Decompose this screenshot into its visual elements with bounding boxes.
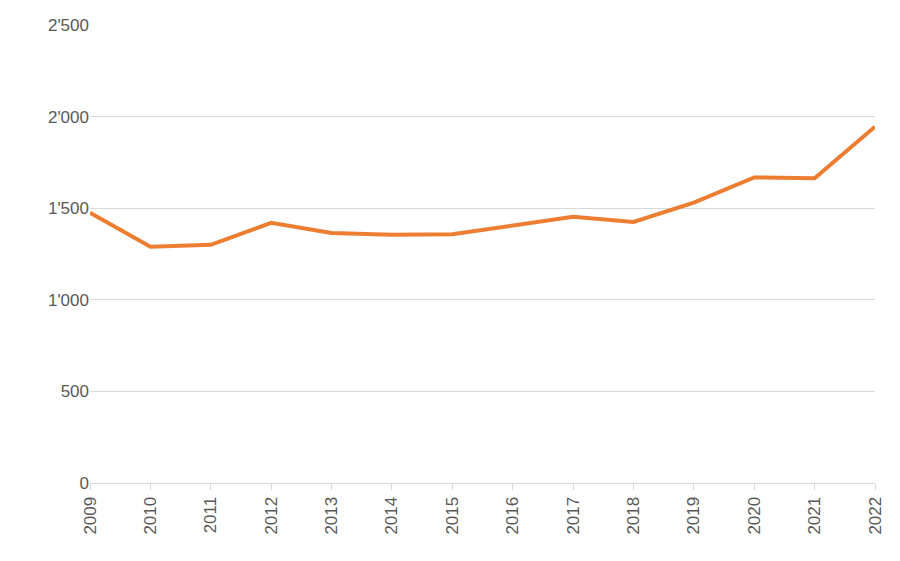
- svg-text:1'000: 1'000: [48, 291, 89, 310]
- svg-text:2018: 2018: [624, 497, 643, 535]
- svg-text:2015: 2015: [443, 497, 462, 535]
- svg-text:2019: 2019: [684, 497, 703, 535]
- svg-text:2017: 2017: [564, 497, 583, 535]
- svg-text:2010: 2010: [141, 497, 160, 535]
- svg-text:2012: 2012: [262, 497, 281, 535]
- svg-text:2013: 2013: [322, 497, 341, 535]
- svg-text:0: 0: [80, 474, 89, 493]
- svg-text:2020: 2020: [745, 497, 764, 535]
- svg-text:2021: 2021: [805, 497, 824, 535]
- svg-text:2022: 2022: [866, 497, 885, 535]
- svg-text:2009: 2009: [81, 497, 100, 535]
- svg-text:2'000: 2'000: [48, 108, 89, 127]
- svg-text:2014: 2014: [382, 497, 401, 535]
- svg-text:2016: 2016: [503, 497, 522, 535]
- svg-text:2'500: 2'500: [48, 16, 89, 35]
- svg-text:500: 500: [61, 382, 89, 401]
- svg-text:1'500: 1'500: [48, 199, 89, 218]
- svg-text:2011: 2011: [201, 497, 220, 534]
